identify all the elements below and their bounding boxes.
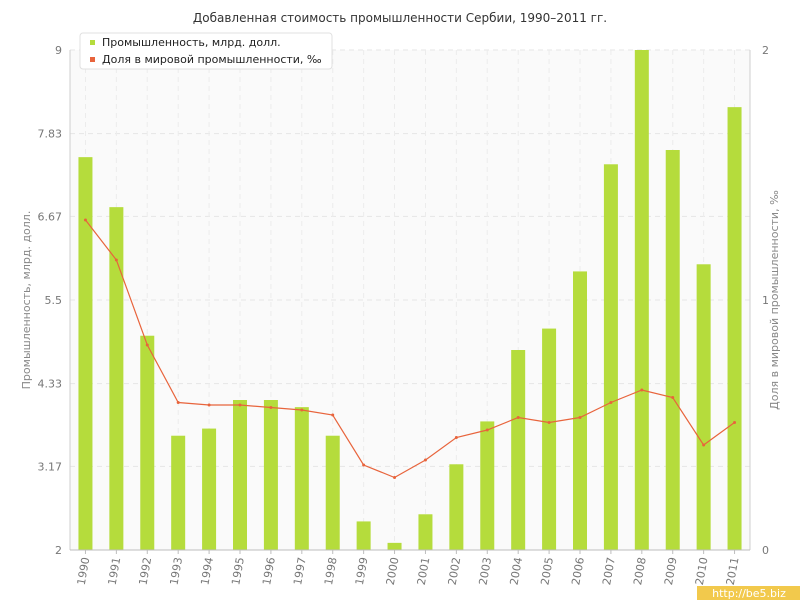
x-tick-label: 2001	[415, 556, 433, 586]
line-point[interactable]	[671, 396, 675, 399]
bar[interactable]	[665, 150, 680, 550]
y-tick-label: 5.5	[45, 294, 63, 307]
line-point[interactable]	[547, 421, 551, 424]
bar[interactable]	[480, 421, 495, 550]
x-tick-label: 1997	[291, 556, 309, 586]
line-point[interactable]	[238, 403, 242, 407]
line-point[interactable]	[733, 421, 737, 424]
bar[interactable]	[634, 50, 649, 550]
bar[interactable]	[356, 521, 371, 550]
line-point[interactable]	[423, 458, 427, 462]
y-tick-label: 4.33	[38, 378, 63, 391]
line-point[interactable]	[609, 401, 613, 404]
line-series[interactable]	[85, 219, 735, 479]
x-tick-label: 2006	[569, 556, 587, 586]
bar[interactable]	[263, 400, 278, 550]
bar[interactable]	[603, 164, 618, 551]
y-tick-label: 6.67	[38, 210, 63, 223]
line-point[interactable]	[516, 416, 520, 419]
line-point[interactable]	[269, 406, 273, 409]
line-point[interactable]	[454, 436, 458, 439]
legend-swatch-line	[90, 57, 95, 62]
bar[interactable]	[449, 464, 464, 550]
line-point[interactable]	[393, 476, 397, 479]
x-tick-label: 1991	[106, 556, 124, 586]
line-point[interactable]	[207, 403, 211, 407]
bar[interactable]	[202, 428, 217, 550]
bar[interactable]	[233, 400, 247, 550]
y-tick-label: 9	[55, 44, 62, 57]
legend-swatch-bar	[90, 40, 95, 45]
legend-label-line[interactable]: Доля в мировой промышленности, ‰	[102, 53, 322, 66]
x-tick-label: 1998	[322, 556, 340, 586]
line-point[interactable]	[331, 413, 335, 417]
y-axis-label-left: Промышленность, млрд. долл.	[20, 211, 33, 390]
line-point[interactable]	[300, 408, 304, 412]
y-right-tick-label: 1	[762, 294, 769, 307]
chart-title: Добавленная стоимость промышленности Сер…	[193, 11, 607, 25]
line-point[interactable]	[578, 416, 582, 419]
watermark-text[interactable]: http://be5.biz	[712, 587, 786, 600]
bar[interactable]	[696, 264, 711, 550]
x-tick-label: 2002	[446, 556, 464, 586]
watermark-background	[697, 586, 800, 600]
line-point[interactable]	[702, 443, 706, 447]
x-tick-label: 1992	[137, 556, 155, 586]
line-point[interactable]	[176, 401, 180, 404]
line-point[interactable]	[83, 218, 87, 222]
x-tick-label: 2010	[693, 556, 711, 586]
y-tick-label: 2	[55, 544, 62, 557]
x-tick-label: 1996	[260, 556, 278, 586]
legend-label-bar[interactable]: Промышленность, млрд. долл.	[102, 36, 281, 49]
x-tick-label: 2009	[662, 556, 680, 586]
legend-box	[79, 32, 333, 70]
y-tick-label: 3.17	[38, 460, 63, 473]
x-tick-label: 1995	[229, 556, 247, 586]
x-tick-label: 2008	[631, 556, 649, 586]
y-axis-label-right: Доля в мировой промышленности, ‰	[768, 190, 781, 410]
x-tick-label: 1999	[353, 556, 371, 586]
x-tick-label: 1994	[198, 556, 216, 586]
bar[interactable]	[418, 514, 433, 550]
bar[interactable]	[573, 271, 587, 550]
bar[interactable]	[140, 335, 155, 550]
x-tick-label: 1990	[75, 556, 93, 586]
y-right-tick-label: 2	[762, 44, 769, 57]
bar[interactable]	[78, 157, 93, 550]
line-point[interactable]	[362, 463, 366, 467]
bar[interactable]	[171, 435, 186, 550]
line-point[interactable]	[485, 428, 489, 432]
y-right-tick-label: 0	[762, 544, 769, 557]
bar[interactable]	[325, 435, 340, 550]
x-tick-label: 2005	[538, 556, 556, 586]
x-tick-label: 2007	[600, 556, 618, 586]
x-tick-label: 1993	[167, 556, 185, 586]
bar[interactable]	[109, 207, 124, 550]
x-tick-label: 2003	[477, 556, 495, 586]
x-tick-label: 2011	[724, 556, 742, 586]
y-tick-label: 7.83	[38, 128, 63, 141]
x-tick-label: 2004	[507, 556, 525, 586]
bar[interactable]	[727, 107, 742, 551]
bar[interactable]	[511, 350, 526, 550]
line-point[interactable]	[145, 343, 149, 347]
bar[interactable]	[294, 407, 309, 550]
line-point[interactable]	[114, 258, 118, 262]
bar[interactable]	[387, 542, 402, 550]
x-tick-label: 2000	[384, 556, 402, 586]
line-point[interactable]	[640, 388, 644, 392]
bar[interactable]	[542, 328, 557, 550]
